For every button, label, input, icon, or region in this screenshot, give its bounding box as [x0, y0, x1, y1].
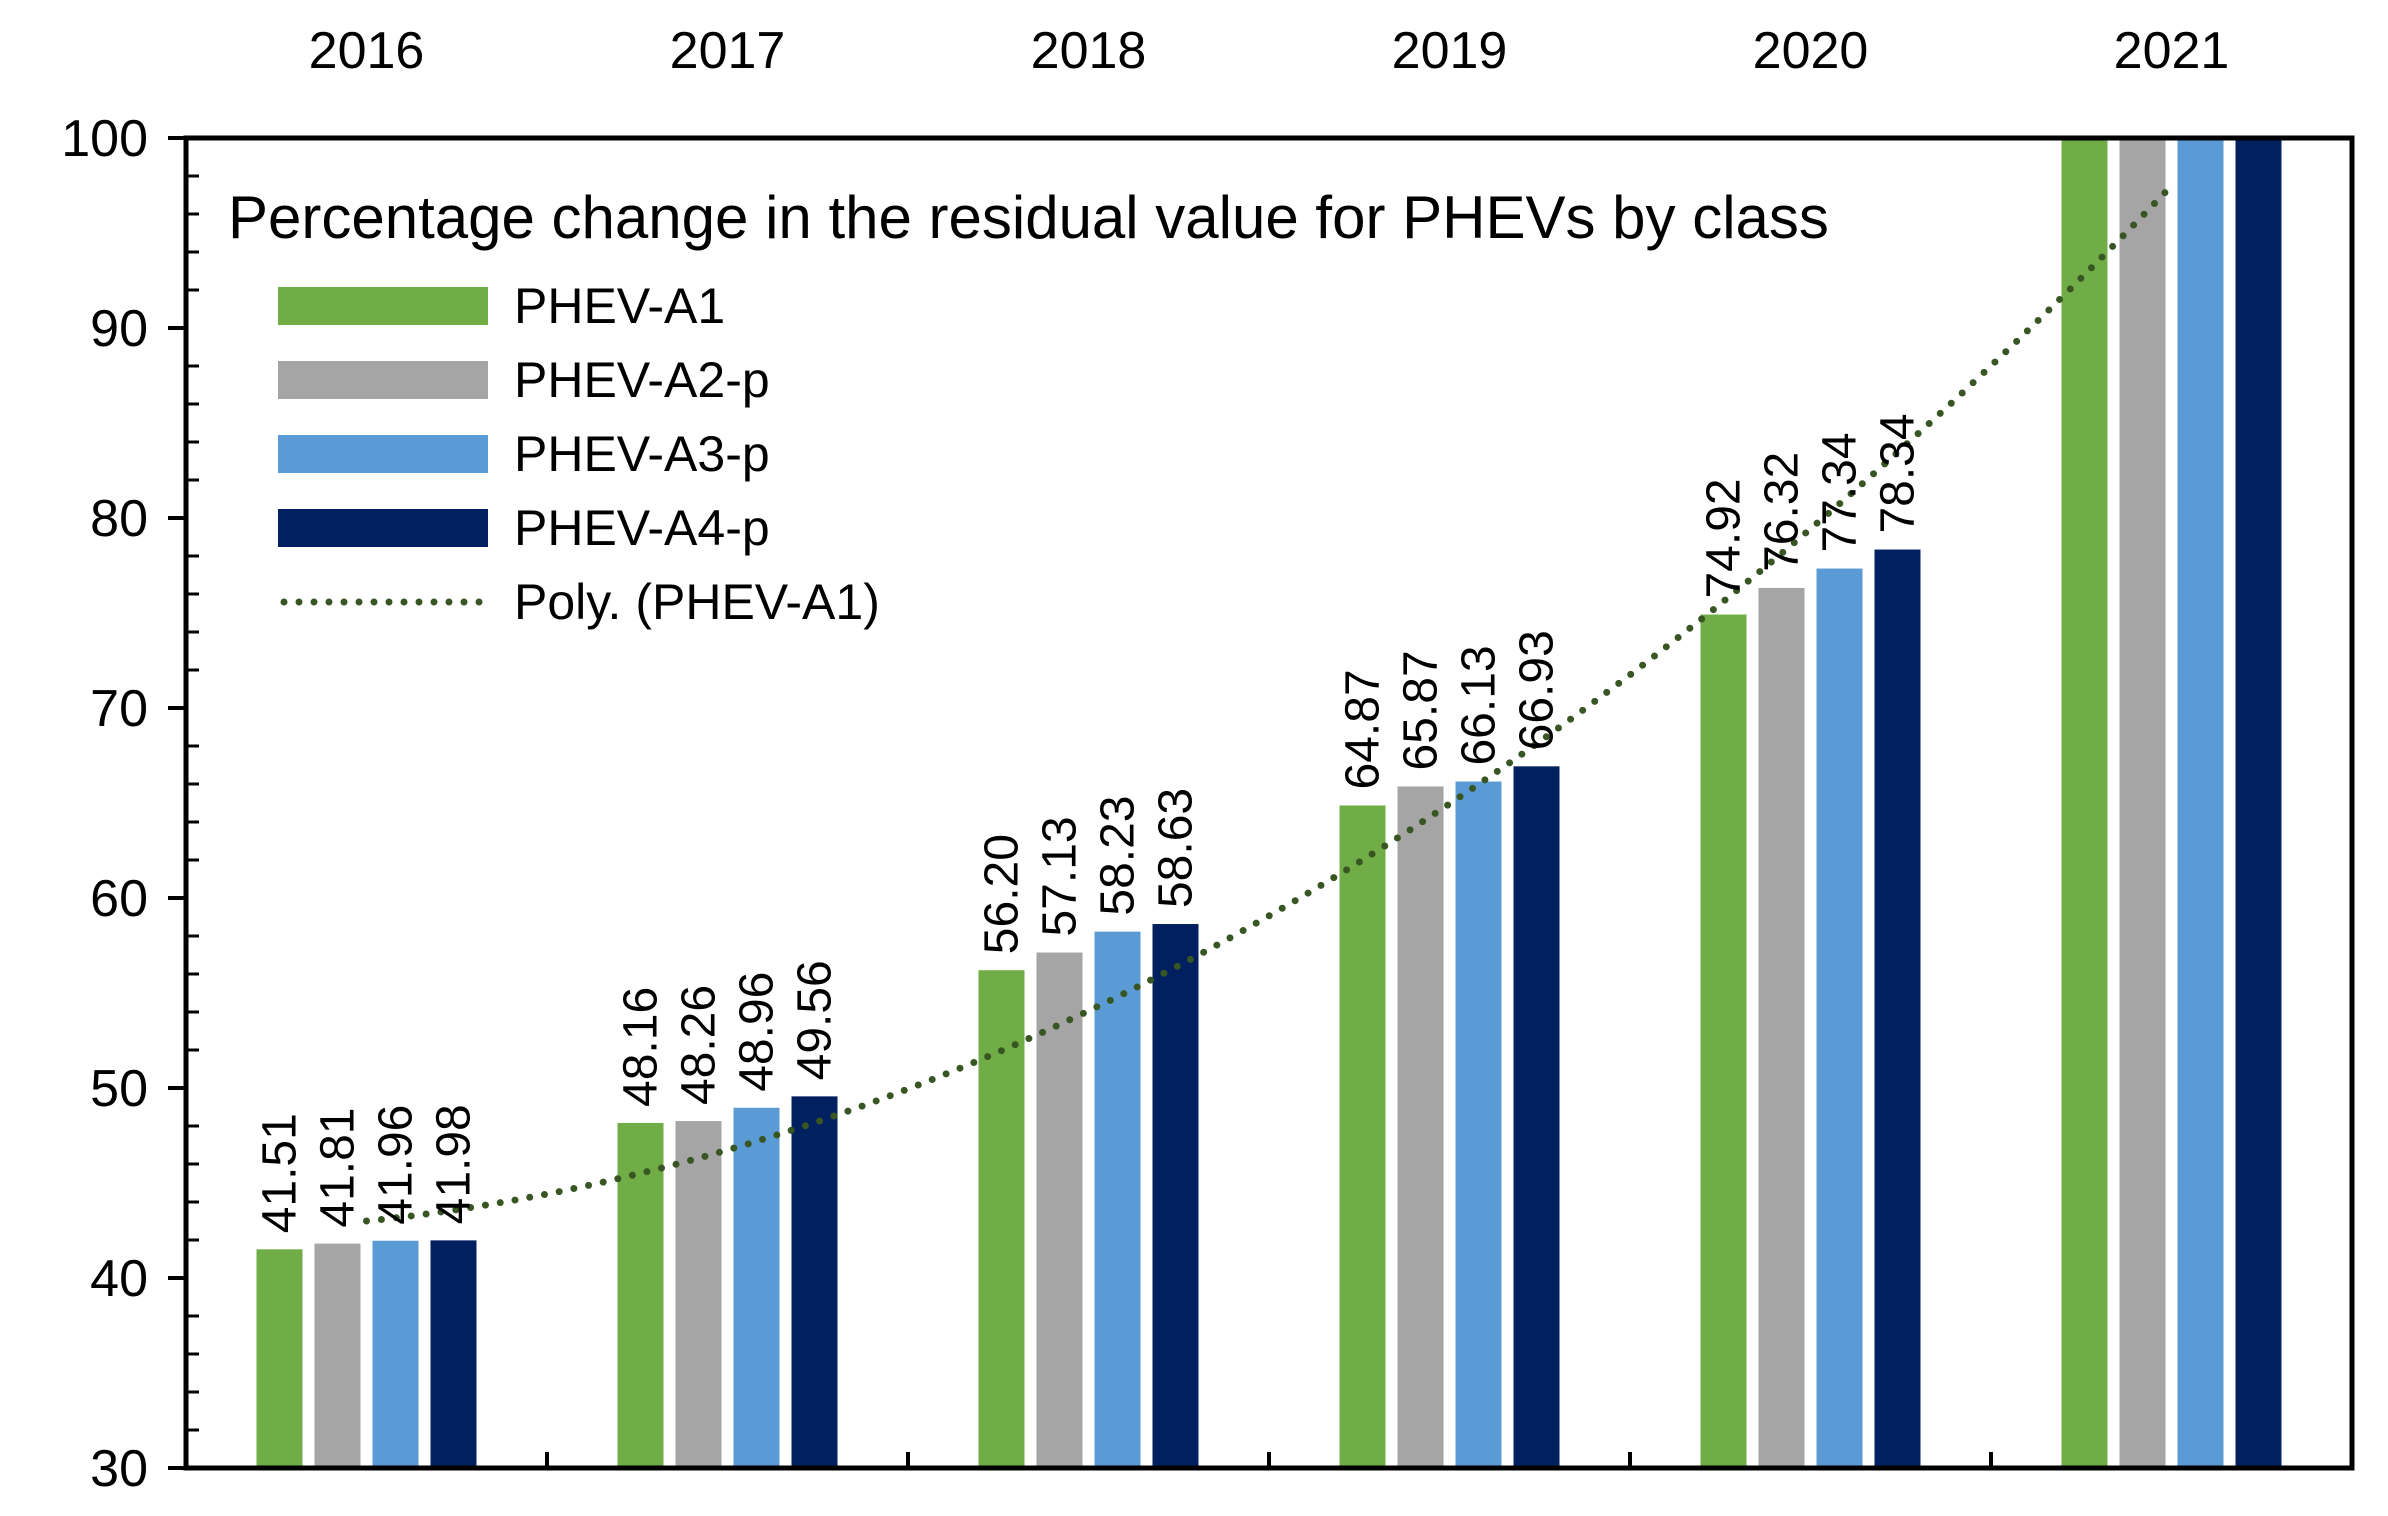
- data-label: 41.81: [312, 1107, 365, 1227]
- legend-label: PHEV-A3-p: [514, 426, 770, 482]
- y-tick-label: 90: [90, 300, 148, 358]
- bar-phev-a2-p: [675, 1121, 722, 1468]
- bar-phev-a4-p: [1874, 549, 1921, 1468]
- legend-label: PHEV-A2-p: [514, 352, 770, 408]
- trendline-layer: [363, 182, 2175, 1225]
- bar-phev-a2-p: [1758, 587, 1805, 1468]
- bars-layer: [256, 138, 2282, 1468]
- legend-title: Percentage change in the residual value …: [228, 184, 1829, 251]
- x-category-label: 2018: [1031, 22, 1147, 80]
- bar-phev-a2-p: [1036, 952, 1083, 1468]
- x-category-label: 2017: [670, 22, 786, 80]
- data-label: 48.26: [673, 985, 726, 1105]
- bar-phev-a3-p: [733, 1107, 780, 1468]
- bar-phev-a3-p: [1455, 781, 1502, 1468]
- bar-phev-a4-p: [791, 1096, 838, 1468]
- x-category-label: 2016: [309, 22, 425, 80]
- data-label: 57.13: [1034, 816, 1087, 936]
- data-label: 66.13: [1453, 645, 1506, 765]
- legend-swatch-phev-a4-p: [278, 509, 488, 547]
- data-label: 49.56: [789, 960, 842, 1080]
- x-category-label: 2020: [1753, 22, 1869, 80]
- data-label: 41.51: [254, 1113, 307, 1233]
- data-label: 76.32: [1756, 452, 1809, 572]
- data-label: 64.87: [1337, 669, 1390, 789]
- bar-phev-a1: [1700, 614, 1747, 1468]
- legend-label: PHEV-A4-p: [514, 500, 770, 556]
- data-label: 48.16: [615, 987, 668, 1107]
- bar-phev-a1: [256, 1249, 303, 1468]
- legend: Percentage change in the residual value …: [228, 184, 1829, 630]
- x-category-label: 2019: [1392, 22, 1508, 80]
- legend-label: Poly. (PHEV-A1): [514, 574, 880, 630]
- bar-phev-a1: [2061, 138, 2108, 1468]
- x-category-label: 2021: [2114, 22, 2230, 80]
- bar-phev-a4-p: [430, 1240, 477, 1468]
- bar-phev-a1: [617, 1122, 664, 1468]
- data-label: 48.96: [731, 972, 784, 1092]
- y-tick-label: 50: [90, 1060, 148, 1118]
- bar-phev-a2-p: [1397, 786, 1444, 1468]
- legend-swatch-phev-a3-p: [278, 435, 488, 473]
- data-label: 66.93: [1511, 630, 1564, 750]
- y-tick-label: 60: [90, 870, 148, 928]
- legend-swatch-phev-a2-p: [278, 361, 488, 399]
- legend-swatch-phev-a1: [278, 287, 488, 325]
- y-tick-label: 70: [90, 680, 148, 738]
- data-label: 74.92: [1698, 478, 1751, 598]
- trendline-poly-phev-a1: [363, 182, 2175, 1225]
- data-label: 56.20: [976, 834, 1029, 954]
- data-label: 58.63: [1150, 788, 1203, 908]
- data-label: 77.34: [1814, 432, 1867, 552]
- legend-label: PHEV-A1: [514, 278, 725, 334]
- bar-phev-a1: [1339, 805, 1386, 1468]
- y-tick-label: 30: [90, 1440, 148, 1498]
- bar-phev-a3-p: [1816, 568, 1863, 1468]
- bar-phev-a3-p: [372, 1240, 419, 1468]
- plot-area-frame: [183, 135, 2355, 1471]
- bar-phev-a4-p: [1513, 766, 1560, 1468]
- y-tick-label: 40: [90, 1250, 148, 1308]
- data-label: 41.96: [370, 1105, 423, 1225]
- data-label: 65.87: [1395, 650, 1448, 770]
- bar-phev-a4-p: [1152, 924, 1199, 1468]
- y-tick-label: 80: [90, 490, 148, 548]
- y-tick-label: 100: [61, 110, 148, 168]
- bar-phev-a2-p: [314, 1243, 361, 1468]
- data-label: 78.34: [1872, 413, 1925, 533]
- bar-phev-a3-p: [1094, 931, 1141, 1468]
- data-label: 41.98: [428, 1104, 481, 1224]
- bar-phev-a2-p: [2119, 138, 2166, 1468]
- bar-phev-a3-p: [2177, 138, 2224, 1468]
- data-label: 58.23: [1092, 796, 1145, 916]
- bar-phev-a4-p: [2235, 138, 2282, 1468]
- data-labels-layer: 41.51 48.16 56.20 64.87 74.92 41.81 48.26 57.13…: [254, 413, 1925, 1233]
- axes-layer: 30 40 50 60 70 80 90 100 2016 2017 2018 2019 2020 202…: [61, 22, 2229, 1498]
